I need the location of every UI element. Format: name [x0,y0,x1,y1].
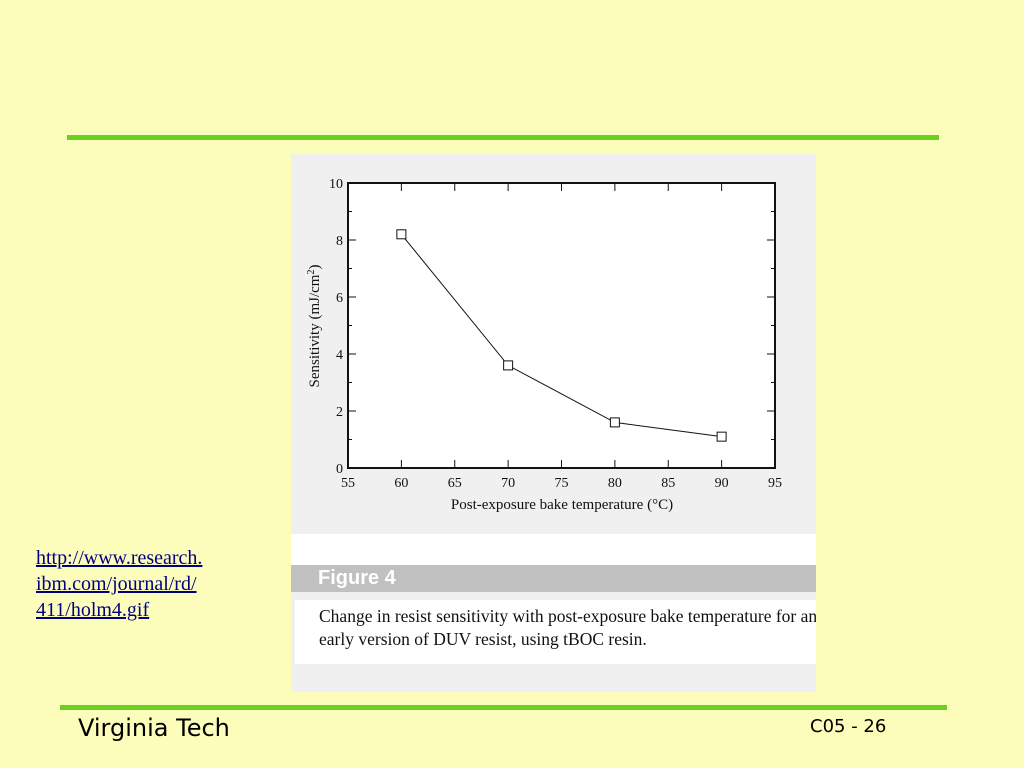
figure-spacer [291,534,816,565]
y-tick-label: 0 [336,462,343,477]
plot-frame [347,182,776,469]
x-tick-label: 60 [394,476,408,491]
y-tick-label: 8 [336,234,343,249]
x-tick-label: 70 [501,476,515,491]
figure-caption: Change in resist sensitivity with post-e… [319,606,816,649]
x-tick-label: 55 [341,476,355,491]
chart: 55 60 65 70 75 80 85 90 95 0 2 4 6 8 10 Post-exposure … [306,177,783,513]
x-tick-label: 65 [448,476,462,491]
top-divider [67,135,939,140]
x-tick-label: 80 [608,476,622,491]
figure-header-bar [291,565,816,592]
caption-box [295,600,816,664]
footer-institution: Virginia Tech [78,714,230,742]
x-tick-label: 75 [555,476,569,491]
data-point [716,431,727,442]
data-point [396,229,407,240]
figure-label: Figure 4 [318,567,396,589]
y-tick-label: 6 [336,291,343,306]
y-tick-label: 4 [336,348,343,363]
y-axis-title: Sensitivity (mJ/cm2) [306,265,324,388]
source-link[interactable]: http://www.research. ibm.com/journal/rd/… [36,547,203,621]
x-tick-label: 90 [715,476,729,491]
y-tick-label: 2 [336,405,343,420]
series-line [400,233,722,438]
x-tick-label: 85 [661,476,675,491]
bottom-divider [60,705,947,710]
x-axis-title: Post-exposure bake temperature (°C) [451,497,673,513]
data-point [503,360,514,371]
y-tick-label: 10 [329,177,343,192]
x-tick-label: 95 [768,476,782,491]
slide-number: C05 - 26 [810,716,887,737]
data-point [609,417,620,428]
figure-panel: 55 60 65 70 75 80 85 90 95 0 2 4 6 8 10 Post-exposure … [291,154,816,692]
